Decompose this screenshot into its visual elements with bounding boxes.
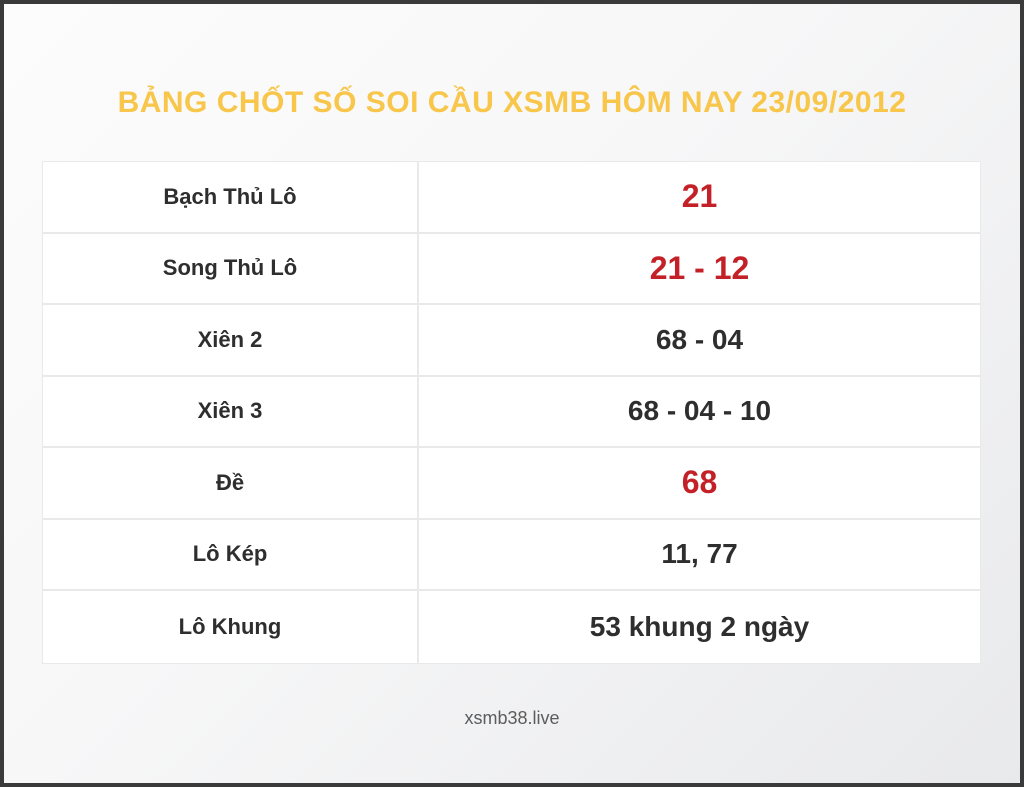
- row-value: 68 - 04 - 10: [627, 395, 772, 427]
- row-label: Bạch Thủ Lô: [43, 162, 419, 232]
- prediction-table: Bạch Thủ Lô 21 Song Thủ Lô 21 - 12 Xiên …: [42, 161, 981, 664]
- table-row: Bạch Thủ Lô 21: [43, 162, 980, 234]
- row-value: 11, 77: [661, 538, 738, 570]
- table-row: Xiên 3 68 - 04 - 10: [43, 376, 980, 448]
- table-row: Đề 68: [43, 448, 980, 520]
- row-value: 68: [681, 464, 718, 501]
- page-title: BẢNG CHỐT SỐ SOI CẦU XSMB HÔM NAY 23/09/…: [117, 86, 907, 119]
- row-label: Song Thủ Lô: [43, 233, 419, 303]
- row-value: 53 khung 2 ngày: [589, 610, 810, 642]
- row-label: Lô Kép: [43, 519, 419, 589]
- row-label: Đề: [43, 448, 419, 518]
- row-label: Lô Khung: [43, 591, 419, 663]
- row-label: Xiên 2: [43, 305, 419, 375]
- row-value: 21: [681, 178, 718, 215]
- row-value: 68 - 04: [655, 323, 744, 355]
- table-row: Lô Kép 11, 77: [43, 519, 980, 591]
- table-row: Song Thủ Lô 21 - 12: [43, 233, 980, 305]
- site-name: xsmb38.live: [464, 708, 560, 728]
- table-row: Xiên 2 68 - 04: [43, 305, 980, 377]
- row-value: 21 - 12: [649, 249, 750, 286]
- table-row: Lô Khung 53 khung 2 ngày: [43, 591, 980, 663]
- row-label: Xiên 3: [43, 376, 419, 446]
